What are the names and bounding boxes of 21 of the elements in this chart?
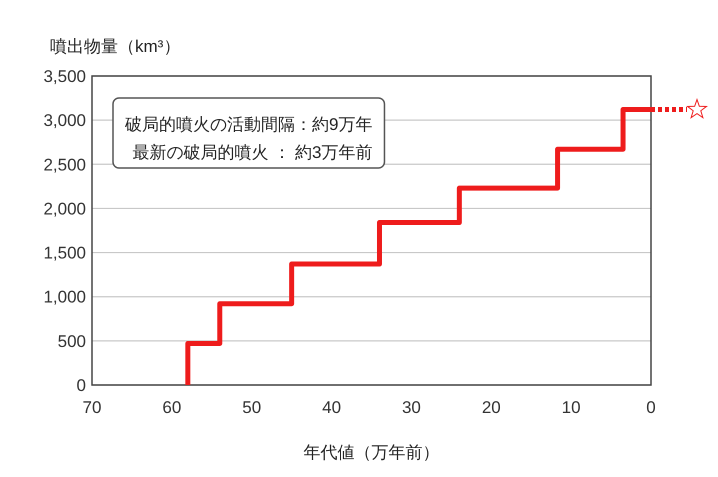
x-tick-label: 50 bbox=[242, 398, 262, 417]
y-tick-label: 1,500 bbox=[43, 244, 86, 263]
y-tick-label: 3,500 bbox=[43, 67, 86, 86]
annotation: 最新の破局的噴火 ： 約3万年前 bbox=[132, 143, 372, 162]
y-tick-label: 1,000 bbox=[43, 288, 86, 307]
x-tick-label: 30 bbox=[402, 398, 421, 417]
annotation: 破局的噴火の活動間隔：約9万年 bbox=[124, 115, 372, 134]
x-axis-title: 年代値（万年前） bbox=[304, 443, 440, 462]
x-tick-label: 20 bbox=[482, 398, 501, 417]
y-tick-label: 0 bbox=[76, 376, 86, 395]
x-tick-label: 0 bbox=[646, 398, 656, 417]
y-tick-label: 2,500 bbox=[43, 155, 86, 174]
y-tick-label: 3,000 bbox=[43, 111, 86, 130]
x-tick-label: 60 bbox=[162, 398, 182, 417]
y-axis-title: 噴出物量（km³） bbox=[50, 37, 180, 56]
y-tick-label: 500 bbox=[58, 332, 86, 351]
note: 破局的噴火の活動間隔：約9万年 最新の破局的噴火 ： 約3万年前 bbox=[112, 97, 386, 169]
x-tick-label: 40 bbox=[322, 398, 342, 417]
x-tick-label: 10 bbox=[562, 398, 581, 417]
x-tick-label: 70 bbox=[82, 398, 102, 417]
y-tick-label: 2,000 bbox=[43, 199, 86, 218]
